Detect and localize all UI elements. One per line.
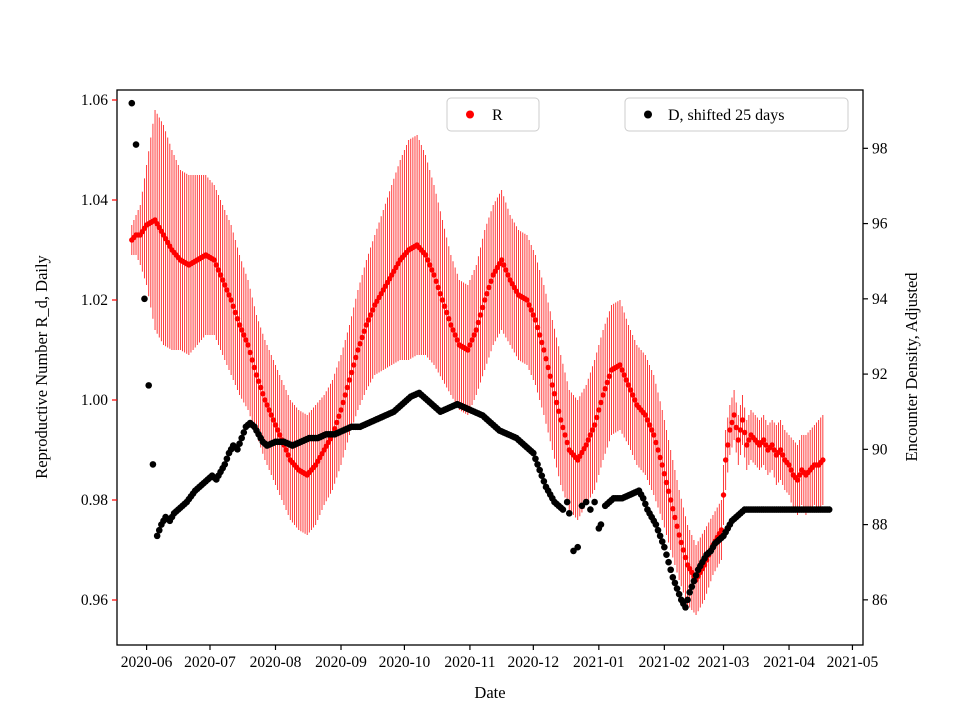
svg-text:1.06: 1.06 — [81, 92, 108, 109]
svg-text:2021-04: 2021-04 — [763, 654, 815, 671]
svg-text:88: 88 — [872, 517, 888, 534]
svg-text:0.98: 0.98 — [81, 492, 108, 509]
legend-d-marker-icon — [644, 110, 652, 119]
svg-text:2021-02: 2021-02 — [639, 654, 691, 671]
svg-text:96: 96 — [872, 216, 888, 233]
svg-text:2020-07: 2020-07 — [184, 654, 236, 671]
data-series — [128, 99, 833, 615]
svg-text:2020-10: 2020-10 — [379, 654, 431, 671]
svg-text:86: 86 — [872, 592, 888, 609]
left-axis-label: Reproductive Number R_d, Daily — [32, 254, 51, 478]
axis-ticks: 2020-06 2020-07 2020-08 2020-09 2020-10 2020-… — [81, 92, 888, 671]
svg-text:2021-01: 2021-01 — [573, 654, 625, 671]
legend-r-label: R — [492, 107, 503, 124]
svg-text:2020-09: 2020-09 — [315, 654, 367, 671]
legend-d: D, shifted 25 days — [624, 97, 849, 132]
plot-border — [116, 89, 864, 646]
legend-r-box — [446, 97, 540, 132]
svg-text:2020-08: 2020-08 — [250, 654, 302, 671]
svg-text:92: 92 — [872, 366, 888, 383]
svg-text:2020-11: 2020-11 — [444, 654, 495, 671]
legend-d-box — [624, 97, 849, 132]
legend-r: R — [446, 97, 540, 132]
svg-text:2020-06: 2020-06 — [121, 654, 173, 671]
svg-text:1.00: 1.00 — [81, 392, 108, 409]
svg-text:1.02: 1.02 — [81, 292, 108, 309]
svg-text:1.04: 1.04 — [81, 192, 108, 209]
svg-text:98: 98 — [872, 140, 888, 157]
svg-text:94: 94 — [872, 291, 888, 308]
legend-d-label: D, shifted 25 days — [668, 107, 784, 124]
x-axis-label: Date — [474, 683, 505, 702]
svg-text:90: 90 — [872, 441, 888, 458]
svg-text:2020-12: 2020-12 — [507, 654, 559, 671]
svg-text:2021-05: 2021-05 — [827, 654, 879, 671]
svg-text:0.96: 0.96 — [81, 592, 108, 609]
right-axis-label: Encounter Density, Adjusted — [902, 272, 921, 462]
legend-r-marker-icon — [466, 110, 474, 119]
svg-text:2021-03: 2021-03 — [698, 654, 750, 671]
